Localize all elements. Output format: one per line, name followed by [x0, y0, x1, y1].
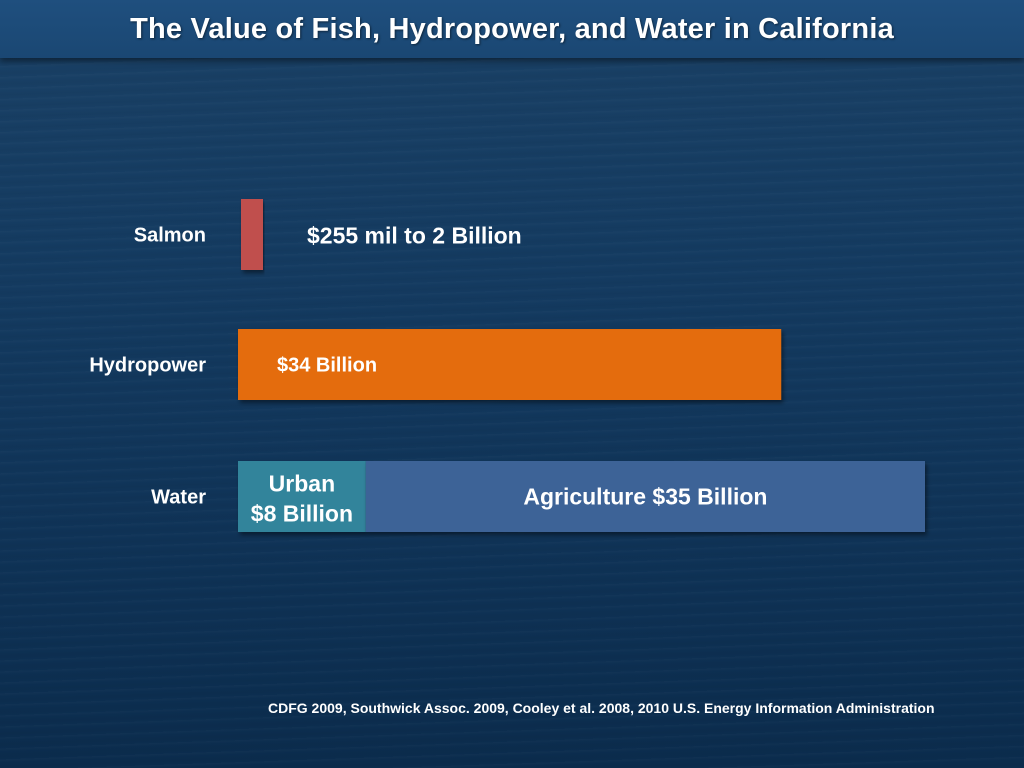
- category-label-hydropower: Hydropower: [89, 355, 206, 377]
- data-label-water-urban-value: $8 Billion: [251, 501, 353, 527]
- bar-hydropower-34-billion: [238, 329, 782, 400]
- source-citation: CDFG 2009, Southwick Assoc. 2009, Cooley…: [268, 700, 935, 716]
- bar-water-agriculture-35-billion: [365, 461, 925, 532]
- bar-salmon-255-mil-to-2-billion: [241, 199, 263, 270]
- title-bar: The Value of Fish, Hydropower, and Water…: [0, 0, 1024, 58]
- data-label-water-urban: Urban: [269, 471, 335, 497]
- chart-title: The Value of Fish, Hydropower, and Water…: [130, 12, 894, 45]
- category-label-salmon: Salmon: [134, 225, 206, 247]
- bar-water-urban: [238, 461, 366, 532]
- data-label-hydropower: $34 Billion: [277, 355, 377, 377]
- data-label-water-agriculture: Agriculture $35 Billion: [523, 484, 767, 510]
- data-label-salmon: $255 mil to 2 Billion: [307, 223, 522, 249]
- category-label-water: Water: [151, 487, 206, 509]
